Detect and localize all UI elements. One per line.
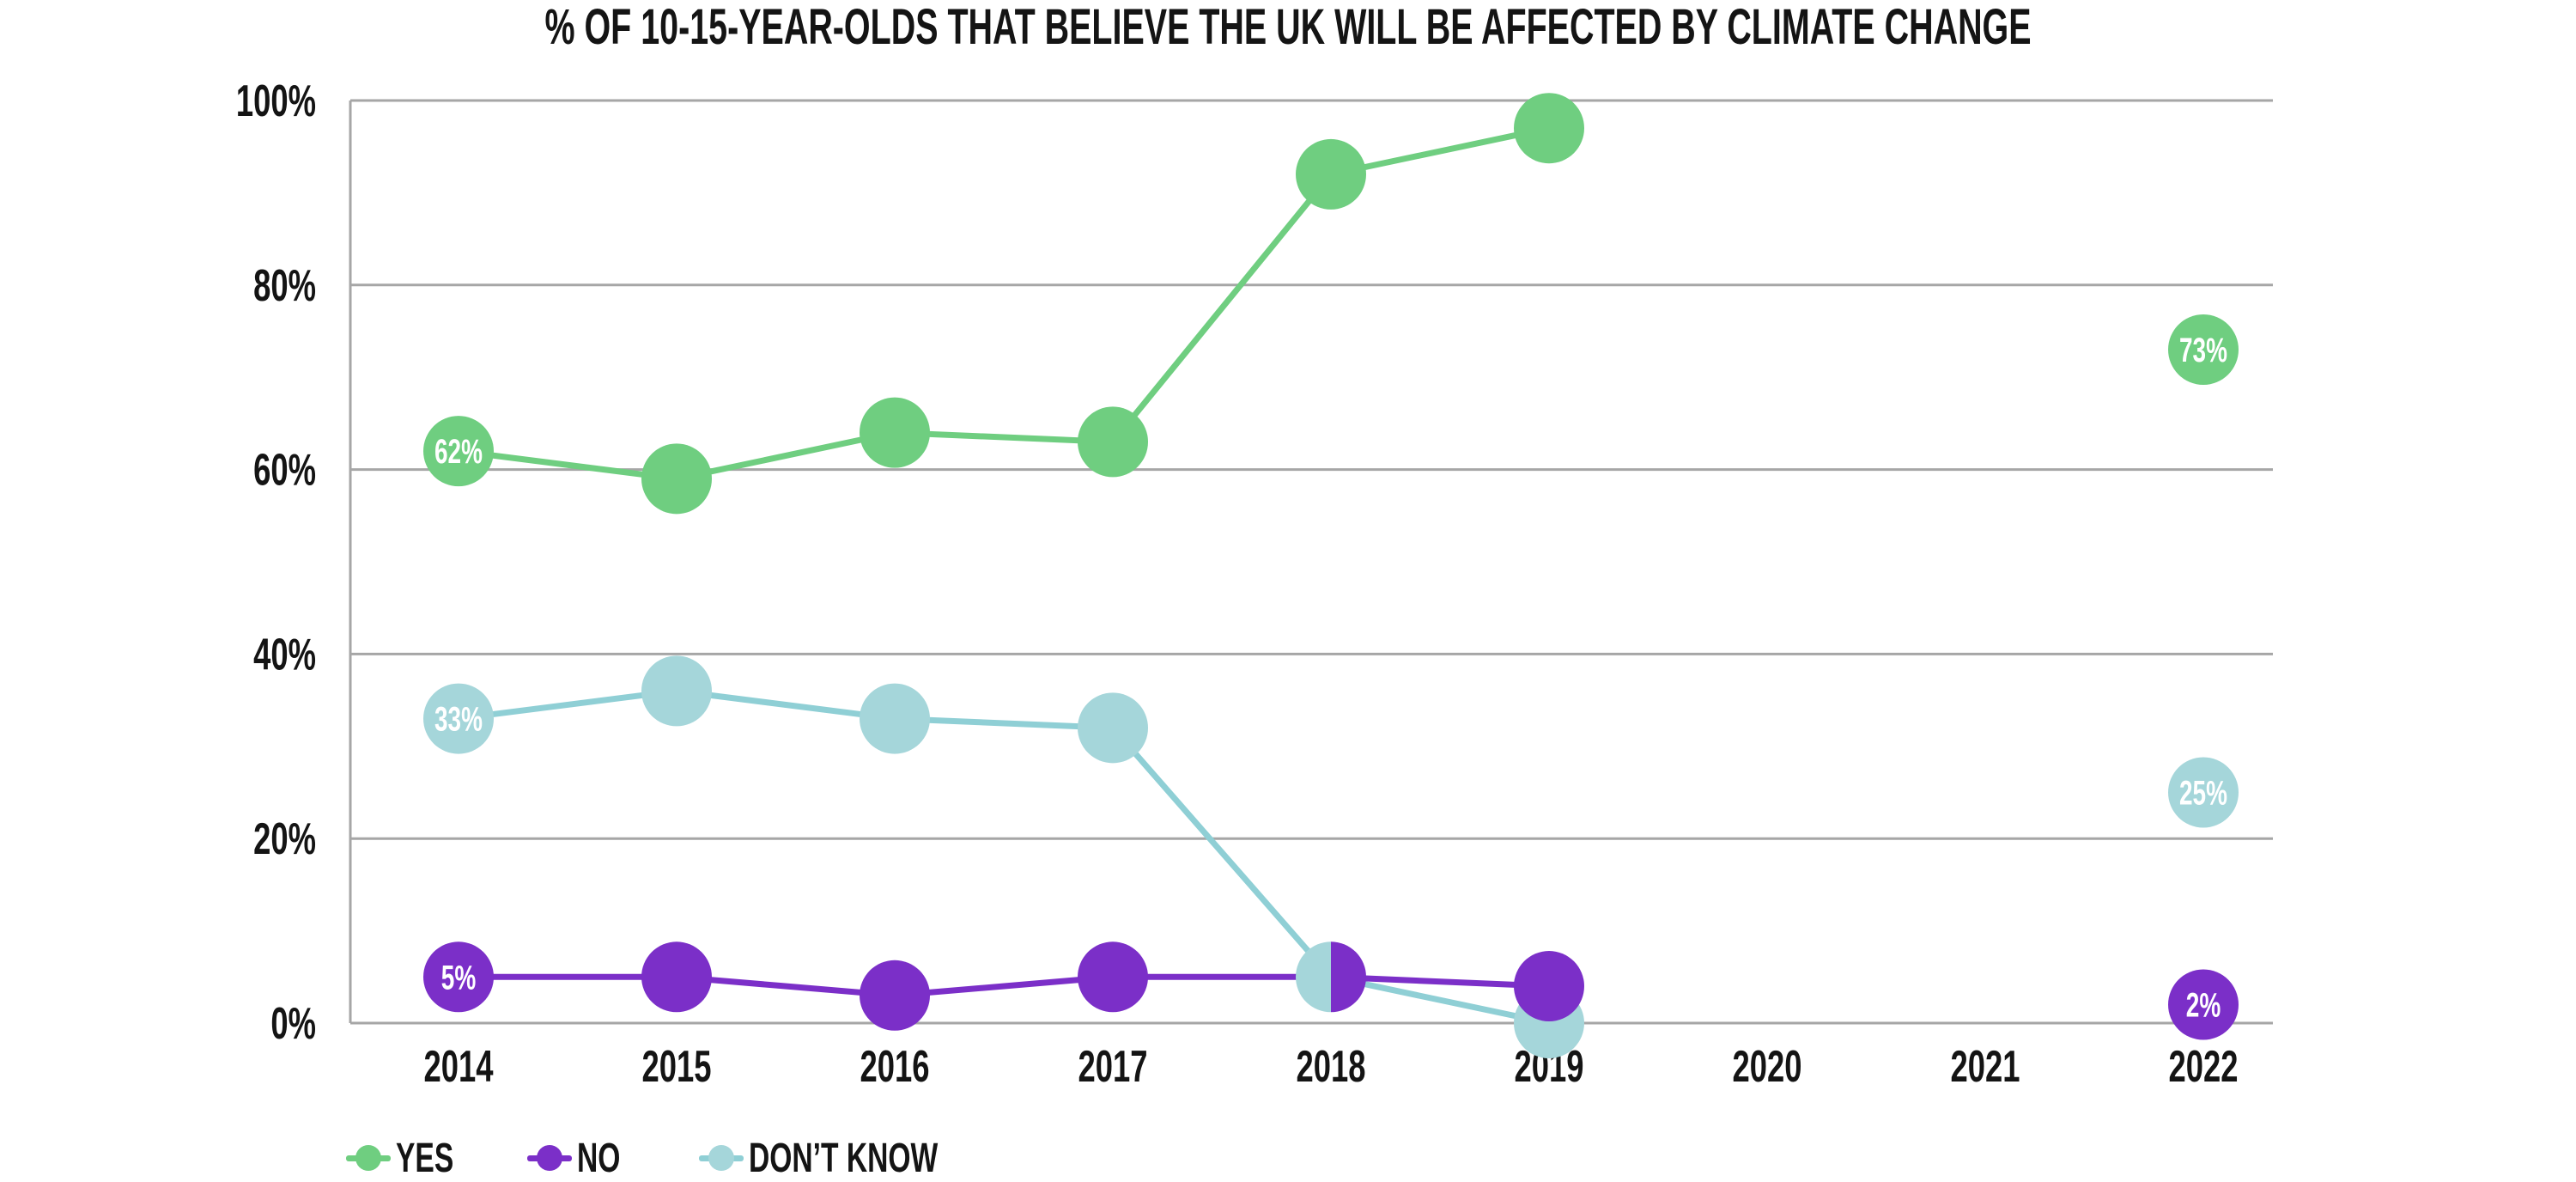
x-tick-2020: 2020 <box>1733 1042 1802 1092</box>
x-tick-2014: 2014 <box>424 1042 494 1092</box>
x-tick-2017: 2017 <box>1078 1042 1148 1092</box>
series-line-YES <box>458 125 1550 482</box>
x-tick-2022: 2022 <box>2169 1042 2239 1092</box>
x-tick-2016: 2016 <box>860 1042 930 1092</box>
series-line-NO <box>459 973 1550 999</box>
point-YES-2014[interactable] <box>423 416 494 487</box>
point-label-NO-2022: 2% <box>2186 987 2221 1025</box>
legend-label-yes: YES <box>396 1135 454 1181</box>
point-NO-2016[interactable] <box>860 960 930 1031</box>
point-NO-2015[interactable] <box>641 941 712 1013</box>
y-tick-100%: 100% <box>236 76 316 126</box>
yes-series-marker-icon <box>346 1145 391 1171</box>
point-YES-2018[interactable] <box>1296 138 1366 210</box>
chart-title: % OF 10-15-YEAR-OLDS THAT BELIEVE THE UK… <box>544 0 2032 55</box>
point-YES-2019[interactable] <box>1514 93 1584 164</box>
point-label-DON’T KNOW-2014: 33% <box>434 701 483 739</box>
series-line-DON’T KNOW <box>458 687 1550 1027</box>
point-NO-2014[interactable] <box>423 941 494 1013</box>
point-DON’T KNOW-2022[interactable] <box>2168 757 2239 828</box>
point-label-DON’T KNOW-2022: 25% <box>2179 775 2227 813</box>
point-NO-2022[interactable] <box>2168 969 2239 1040</box>
point-DON’T KNOW-2016[interactable] <box>860 683 930 754</box>
legend-item-no[interactable]: NO <box>527 1135 699 1182</box>
point-YES-2016[interactable] <box>860 397 930 468</box>
point-NO-2017[interactable] <box>1078 941 1148 1013</box>
x-tick-2015: 2015 <box>642 1042 712 1092</box>
chart-legend: YES NO DON’T KNOW <box>346 1134 1019 1182</box>
point-DON’T KNOW-2017[interactable] <box>1078 692 1148 764</box>
point-NO-2019[interactable] <box>1514 951 1584 1022</box>
legend-label-no: NO <box>577 1135 621 1181</box>
split-marker-2018-left[interactable] <box>1296 941 1331 1013</box>
point-label-YES-2014: 62% <box>434 433 483 471</box>
point-label-YES-2022: 73% <box>2179 332 2227 369</box>
point-YES-2022[interactable] <box>2168 314 2239 385</box>
y-tick-80%: 80% <box>253 261 316 311</box>
y-tick-60%: 60% <box>253 446 316 496</box>
legend-item-yes[interactable]: YES <box>346 1135 527 1182</box>
y-tick-20%: 20% <box>253 814 316 864</box>
y-tick-40%: 40% <box>253 630 316 679</box>
legend-item-dont-know[interactable]: DON’T KNOW <box>699 1135 1019 1182</box>
point-DON’T KNOW-2015[interactable] <box>641 655 712 727</box>
point-YES-2017[interactable] <box>1078 406 1148 478</box>
point-YES-2015[interactable] <box>641 443 712 515</box>
legend-label-dont-know: DON’T KNOW <box>749 1135 939 1181</box>
x-tick-2018: 2018 <box>1297 1042 1366 1092</box>
dont-know-series-marker-icon <box>699 1145 744 1171</box>
point-DON’T KNOW-2014[interactable] <box>423 683 494 754</box>
y-tick-0%: 0% <box>270 999 316 1049</box>
split-marker-2018-right[interactable] <box>1331 941 1366 1013</box>
x-tick-2021: 2021 <box>1951 1042 2020 1092</box>
no-series-marker-icon <box>527 1145 572 1171</box>
point-label-NO-2014: 5% <box>441 959 477 996</box>
